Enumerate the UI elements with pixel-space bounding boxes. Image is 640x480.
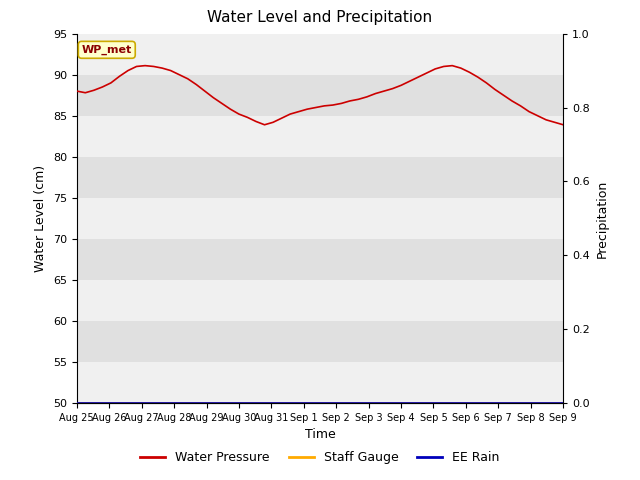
- Bar: [77, 34, 563, 75]
- Y-axis label: Water Level (cm): Water Level (cm): [35, 165, 47, 272]
- Bar: [77, 280, 563, 321]
- Bar: [77, 321, 563, 362]
- Bar: [77, 239, 563, 280]
- Bar: [77, 75, 563, 116]
- Text: WP_met: WP_met: [82, 45, 132, 55]
- Bar: [77, 157, 563, 198]
- Bar: [77, 116, 563, 157]
- X-axis label: Time: Time: [305, 429, 335, 442]
- Legend: Water Pressure, Staff Gauge, EE Rain: Water Pressure, Staff Gauge, EE Rain: [136, 446, 504, 469]
- Y-axis label: Precipitation: Precipitation: [596, 179, 609, 258]
- Bar: [77, 198, 563, 239]
- Title: Water Level and Precipitation: Water Level and Precipitation: [207, 11, 433, 25]
- Bar: [77, 362, 563, 403]
